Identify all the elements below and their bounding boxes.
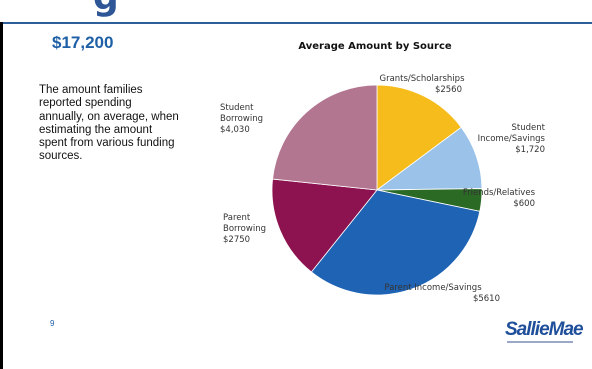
left-border [0, 22, 3, 369]
pie-label-grants-scholarships: Grants/Scholarships $2560 [379, 74, 465, 95]
pie-slice-student-borrowing [272, 84, 378, 191]
page-number: 9 [50, 319, 55, 328]
pie-chart: Average Amount by Source Grants/Scholars… [220, 41, 546, 304]
pie-label-friends-relatives: Friends/Relatives $600 [463, 188, 536, 209]
stat-value: $17,200 [52, 33, 114, 52]
logo-tagline-mark [507, 341, 573, 343]
pie-label-parent-income-savings: Parent Income/Savings $5610 [384, 283, 500, 304]
header-rule [0, 22, 592, 24]
pie-label-student-income-savings: Student Income/Savings $1,720 [478, 123, 546, 155]
pie-slice-grants-scholarships [376, 84, 462, 191]
stat-description: The amount families reported spending an… [39, 84, 179, 163]
pie-slices [271, 84, 483, 296]
slide-title-fragment: g [93, 0, 119, 16]
pie-label-student-borrowing: Student Borrowing $4,030 [220, 103, 263, 135]
chart-title: Average Amount by Source [298, 41, 452, 52]
pie-slice-parent-income-savings [310, 189, 481, 296]
header-band: g [0, 0, 592, 22]
logo-wordmark: SallieMae [505, 319, 584, 340]
salliemae-logo: SallieMae [505, 319, 584, 345]
pie-slice-parent-borrowing [271, 178, 378, 273]
pie-label-parent-borrowing: Parent Borrowing $2750 [223, 213, 266, 245]
pie-labels: Grants/Scholarships $2560 Student Income/Sa… [220, 74, 546, 304]
